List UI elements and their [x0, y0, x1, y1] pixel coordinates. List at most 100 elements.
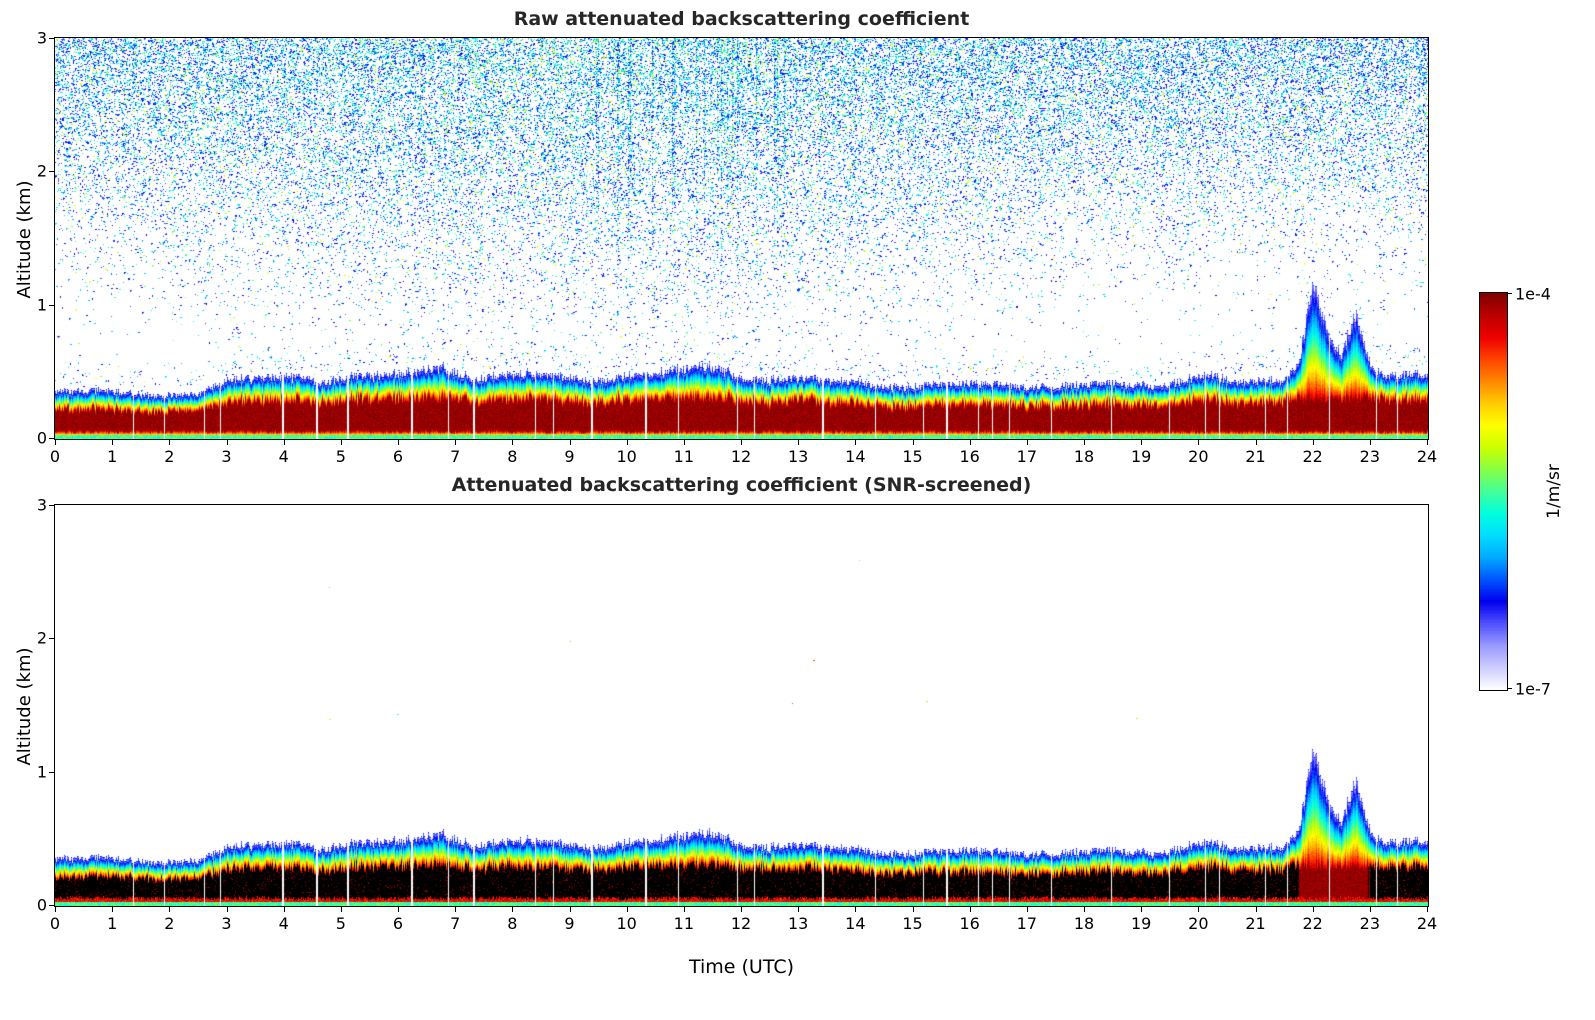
colorbar-min-label: 1e-7	[1515, 679, 1551, 699]
x-tick-label: 12	[730, 914, 752, 933]
x-tick	[226, 440, 228, 445]
x-tick	[1255, 440, 1257, 445]
y-tick	[49, 638, 54, 640]
x-tick-label: 13	[787, 447, 809, 466]
x-tick-label: 8	[507, 914, 518, 933]
x-tick	[1141, 907, 1143, 912]
x-tick-label: 14	[845, 914, 866, 933]
x-tick	[1369, 907, 1371, 912]
x-tick-label: 20	[1188, 914, 1209, 933]
x-tick	[969, 907, 971, 912]
x-tick	[1255, 907, 1257, 912]
x-tick	[512, 907, 514, 912]
x-tick	[683, 907, 685, 912]
x-tick	[1026, 907, 1028, 912]
x-tick	[569, 907, 571, 912]
x-tick	[855, 440, 857, 445]
x-tick	[1312, 440, 1314, 445]
x-tick	[226, 907, 228, 912]
x-tick-label: 19	[1130, 447, 1152, 466]
panel-screened-heatmap	[54, 504, 1429, 907]
x-tick	[283, 440, 285, 445]
x-tick-label: 1	[107, 447, 118, 466]
x-tick-label: 7	[450, 447, 461, 466]
x-tick-label: 19	[1130, 914, 1152, 933]
x-tick-label: 0	[49, 914, 61, 933]
x-tick-label: 0	[49, 447, 61, 466]
colorbar-max-label: 1e-4	[1515, 284, 1551, 304]
x-tick-label: 22	[1302, 914, 1323, 933]
x-tick-label: 24	[1416, 447, 1438, 466]
x-tick-label: 21	[1245, 447, 1266, 466]
x-tick-label: 4	[278, 447, 289, 466]
x-tick-label: 6	[392, 447, 404, 466]
colorbar-tick	[1507, 688, 1512, 689]
x-tick	[398, 907, 399, 912]
x-tick	[112, 907, 114, 912]
x-tick	[626, 907, 628, 912]
x-tick	[1198, 907, 1200, 912]
x-tick	[169, 440, 171, 445]
y-tick-label: 1	[36, 762, 47, 782]
y-tick	[49, 304, 54, 306]
x-tick-label: 12	[730, 447, 752, 466]
y-tick-label: 1	[36, 295, 47, 315]
colorbar	[1479, 292, 1508, 691]
x-tick-label: 7	[450, 914, 461, 933]
x-tick	[455, 440, 457, 445]
x-tick-label: 2	[164, 447, 175, 466]
y-tick-label: 3	[36, 28, 47, 48]
x-tick	[169, 907, 171, 912]
x-tick	[855, 907, 857, 912]
x-tick	[683, 440, 685, 445]
x-tick	[55, 440, 56, 445]
x-tick	[283, 907, 285, 912]
x-tick-label: 18	[1073, 447, 1095, 466]
x-tick-label: 20	[1188, 447, 1209, 466]
x-tick-label: 14	[845, 447, 866, 466]
x-tick	[55, 907, 56, 912]
x-tick	[1427, 440, 1428, 445]
x-tick	[1084, 440, 1085, 445]
x-tick	[1141, 440, 1143, 445]
panel-screened-title: Attenuated backscattering coefficient (S…	[451, 474, 1032, 496]
x-tick-label: 8	[507, 447, 518, 466]
y-tick	[49, 905, 54, 906]
x-tick-label: 2	[164, 914, 175, 933]
x-tick	[969, 440, 971, 445]
x-tick-label: 24	[1416, 914, 1438, 933]
panel-raw-y-axis-label: Altitude (km)	[14, 180, 35, 299]
y-tick	[49, 771, 54, 773]
x-tick	[1198, 440, 1200, 445]
y-tick-label: 2	[36, 161, 47, 181]
x-tick	[741, 907, 742, 912]
x-tick	[569, 440, 571, 445]
x-tick-label: 17	[1016, 914, 1038, 933]
y-tick	[49, 438, 54, 439]
x-tick	[455, 907, 457, 912]
y-tick-label: 2	[36, 628, 47, 648]
x-tick-label: 4	[278, 914, 289, 933]
x-tick-label: 18	[1073, 914, 1095, 933]
x-tick-label: 17	[1016, 447, 1038, 466]
x-tick-label: 1	[107, 914, 118, 933]
x-tick-label: 15	[902, 914, 923, 933]
x-tick	[912, 440, 914, 445]
panel-raw-title: Raw attenuated backscattering coefficien…	[513, 8, 970, 30]
y-tick-label: 0	[36, 895, 47, 915]
x-tick-label: 9	[564, 447, 575, 466]
x-tick-label: 13	[787, 914, 809, 933]
x-tick	[741, 440, 742, 445]
x-tick-label: 5	[335, 447, 346, 466]
x-tick-label: 16	[959, 447, 980, 466]
x-tick	[112, 440, 114, 445]
x-tick	[912, 907, 914, 912]
x-tick-label: 16	[959, 914, 980, 933]
x-axis-label: Time (UTC)	[688, 956, 795, 978]
x-tick-label: 3	[221, 447, 232, 466]
x-tick	[798, 907, 800, 912]
x-tick-label: 3	[221, 914, 232, 933]
x-tick-label: 10	[616, 914, 637, 933]
colorbar-unit-label: 1/m/sr	[1544, 464, 1564, 519]
